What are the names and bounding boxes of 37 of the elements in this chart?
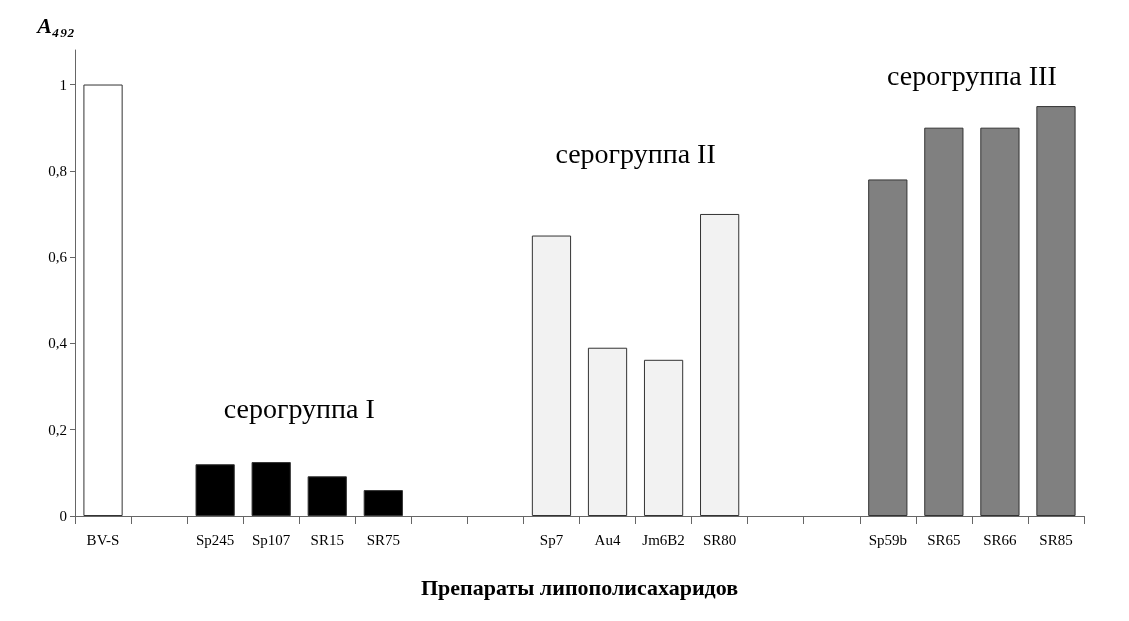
x-tick-label: SR65 (927, 531, 961, 548)
x-axis-title: Препараты липополисахаридов (420, 574, 739, 600)
x-tick-label: Sp107 (252, 531, 291, 548)
annotation: серогруппа III (887, 60, 1057, 92)
x-tick-label: SR80 (702, 531, 737, 548)
x-tick-label: BV-S (86, 531, 120, 548)
x-tick-label: Sp7 (539, 531, 564, 548)
bar (700, 213, 740, 516)
x-tick-label: SR75 (366, 531, 400, 548)
x-tick-label: Jm6B2 (642, 531, 685, 548)
bar (363, 490, 403, 516)
y-tick-label: 0,4 (48, 335, 68, 352)
y-tick-label: 1 (59, 76, 67, 93)
x-tick-label: Au4 (594, 531, 621, 548)
bar (587, 347, 628, 516)
y-tick-label: 0,8 (48, 162, 67, 179)
y-axis-title: A₄₉₂ (35, 12, 75, 38)
bar (83, 84, 123, 516)
annotation: серогруппа I (223, 392, 375, 424)
y-tick-label: 0,2 (48, 421, 67, 438)
bar (924, 127, 964, 516)
y-tick-label: 0 (59, 508, 67, 524)
bar (307, 476, 347, 516)
x-tick-label: SR85 (1039, 531, 1073, 548)
bar (195, 464, 235, 516)
bar (531, 235, 572, 516)
x-tick-label: Sp59b (868, 531, 907, 548)
bar (251, 462, 291, 516)
x-tick-label: SR66 (983, 531, 1018, 548)
bar (1036, 106, 1076, 516)
annotation: серогруппа II (555, 138, 716, 170)
bar (868, 179, 908, 516)
bar (980, 127, 1020, 516)
x-tick-label: SR15 (310, 531, 344, 548)
x-tick-label: Sp245 (195, 531, 235, 548)
bar (643, 359, 684, 516)
y-tick-label: 0,6 (48, 249, 68, 266)
